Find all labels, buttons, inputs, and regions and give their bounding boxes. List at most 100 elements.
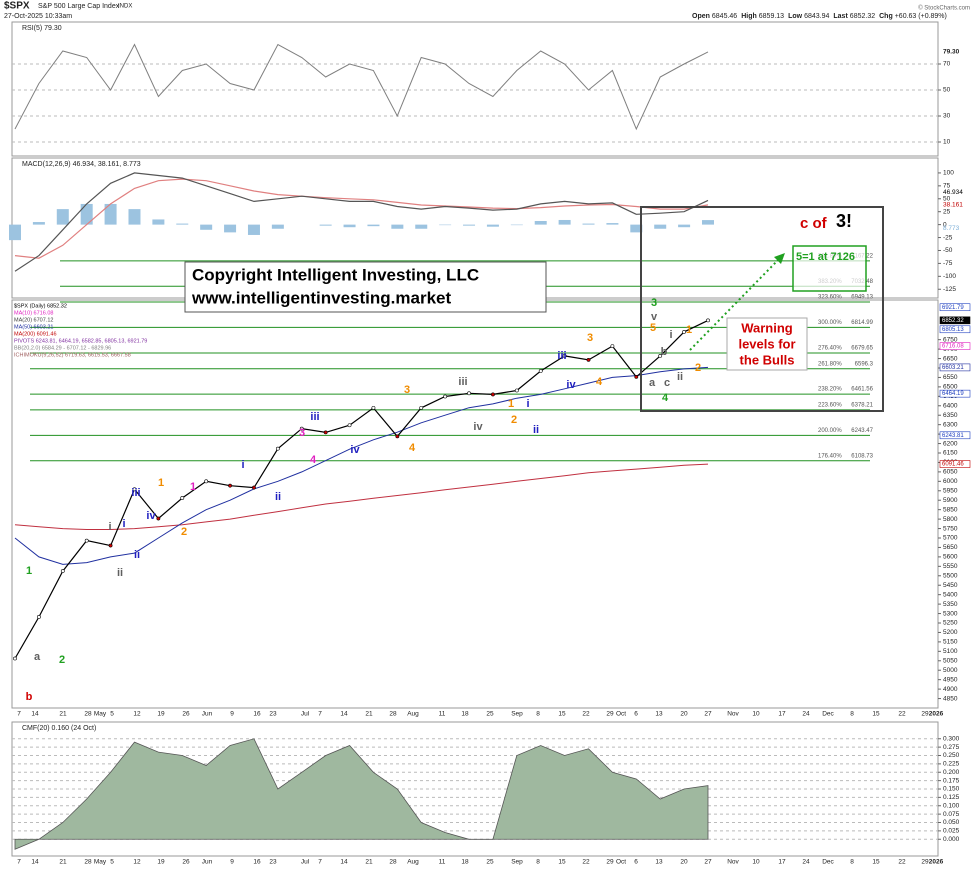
price-tag: 6603.21: [942, 365, 964, 371]
fib-value: 6461.56: [851, 387, 873, 393]
target-label: 5=1 at 7126: [796, 251, 855, 263]
x-tick-label: 24: [802, 711, 810, 718]
panel-title: RSI(5) 79.30: [22, 25, 62, 32]
x-tick-label: Dec: [822, 859, 834, 866]
histogram-bar: [510, 224, 523, 226]
x-tick-label: 14: [31, 859, 39, 866]
x-tick-label: 15: [558, 859, 566, 866]
x-tick-label: 26: [182, 859, 190, 866]
y-tick-label: 5050: [943, 657, 958, 664]
wave-label: ii: [533, 424, 539, 436]
price-point: [395, 434, 400, 439]
y-tick-label: 0.075: [943, 811, 960, 818]
y-tick-label: 5600: [943, 554, 958, 561]
wave-label: iv: [350, 444, 360, 456]
histogram-bar: [271, 224, 284, 229]
y-tick-label: 5200: [943, 629, 958, 636]
x-tick-label: 20: [680, 859, 688, 866]
price-point: [682, 330, 687, 334]
drawing-layer: 103050701007550250-25-50-75-100-12548504…: [9, 43, 971, 866]
wave-label: 2: [511, 414, 517, 426]
quote-label: Last: [833, 13, 848, 20]
x-tick-label: 27: [704, 711, 712, 718]
price-point: [204, 479, 209, 484]
x-tick-label: Dec: [822, 711, 834, 718]
x-tick-label: Nov: [727, 859, 739, 866]
x-tick-label: 11: [439, 711, 446, 718]
x-tick-label: Aug: [407, 711, 419, 718]
last-value: 8.773: [943, 225, 960, 232]
target-box: [792, 245, 867, 292]
x-tick-label: 11: [439, 859, 446, 866]
wave-label: ii: [117, 567, 123, 579]
fib-label: 223.60%: [818, 402, 842, 408]
y-tick-label: 5300: [943, 610, 958, 617]
price-tag-bg: [939, 342, 971, 350]
x-tick-label: 17: [778, 859, 786, 866]
x-tick-label: 14: [340, 859, 348, 866]
y-tick-label: 6150: [943, 450, 958, 457]
wave-label: 3: [299, 427, 305, 439]
x-tick-label: 22: [582, 859, 590, 866]
y-tick-label: 6550: [943, 374, 958, 381]
histogram-bar: [128, 209, 141, 225]
symbol: $SPX: [4, 1, 30, 12]
ma-line: [14, 366, 709, 565]
price-point: [538, 369, 543, 373]
x-tick-label: 5: [110, 859, 114, 866]
price-point: [36, 615, 41, 619]
symbol-name: S&P 500 Large Cap Index: [38, 3, 120, 10]
x-tick-label: 21: [59, 859, 67, 866]
price-tag-bg: [939, 363, 971, 372]
wave-label: 1: [686, 324, 692, 336]
price-tag: 6852.32: [942, 318, 964, 324]
price-point: [323, 430, 328, 435]
macd-line: [14, 172, 709, 272]
price-point: [443, 394, 448, 399]
histogram-bar: [176, 223, 189, 225]
x-tick-label: 21: [365, 859, 373, 866]
x-tick-label: 28: [389, 711, 397, 718]
x-tick-label: 10: [752, 859, 760, 866]
x-tick-label: 28: [84, 711, 92, 718]
wave-label: i: [108, 521, 111, 533]
y-tick-label: 5000: [943, 667, 958, 674]
price-point: [347, 423, 352, 428]
histogram-bar: [104, 203, 117, 225]
histogram-bar: [415, 224, 428, 229]
histogram-bar: [654, 224, 667, 229]
x-tick-label: 28: [84, 859, 92, 866]
y-tick-label: -125: [943, 286, 956, 293]
legend-entry: MA(50) 6603.21: [14, 324, 53, 330]
wave-label: 4: [596, 376, 603, 388]
x-tick-label: 7: [17, 859, 21, 866]
x-tick-label: 25: [486, 859, 494, 866]
source: © StockCharts.com: [918, 5, 970, 12]
y-tick-label: 6200: [943, 440, 958, 447]
wave-label: i: [122, 518, 125, 530]
price-line: [14, 319, 709, 659]
panel-title: CMF(20) 0.160 (24 Oct): [22, 725, 96, 732]
y-tick-label: 0.300: [943, 735, 960, 742]
y-tick-label: 25: [943, 208, 951, 215]
legend-entry: PIVOTS 6243.81, 6464.19, 6582.85, 6805.1…: [14, 338, 147, 344]
y-tick-label: 0.050: [943, 819, 960, 826]
quote-value: 6843.94: [804, 13, 829, 20]
x-tick-label: 6: [634, 859, 638, 866]
price-tag: 6716.08: [942, 344, 964, 350]
arrow-head: [774, 253, 785, 264]
x-tick-label: Jun: [202, 711, 213, 718]
fib-value: 6378.21: [851, 402, 873, 408]
price-point: [252, 485, 256, 490]
x-tick-label: 22: [898, 711, 906, 718]
fib-label: 176.40%: [818, 453, 842, 459]
price-tag-bg: [939, 325, 971, 334]
x-tick-label: 14: [340, 711, 348, 718]
histogram-bar: [32, 222, 45, 225]
legend-entry: MA(10) 6716.08: [14, 310, 53, 316]
y-tick-label: 6350: [943, 412, 958, 419]
target-prefix: c of: [800, 215, 828, 232]
datetime: 27-Oct-2025 10:33am: [4, 13, 72, 20]
histogram-bar: [534, 221, 547, 225]
